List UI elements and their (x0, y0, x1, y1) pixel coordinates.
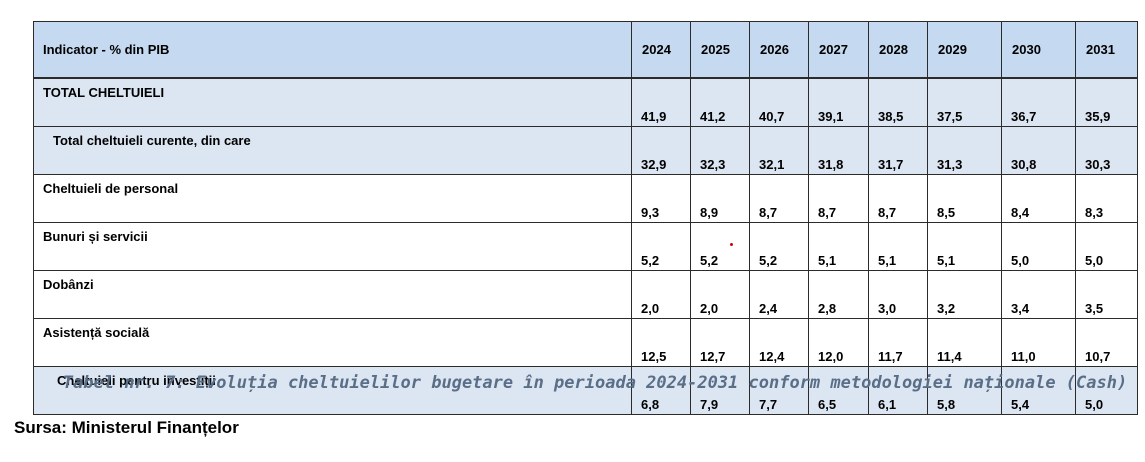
cell-value: 8,5 (927, 174, 1002, 223)
cell-value: 32,9 (631, 126, 691, 175)
row-label: Cheltuieli de personal (33, 174, 632, 223)
cell-value: 8,4 (1001, 174, 1076, 223)
cell-value: 10,7 (1075, 318, 1138, 367)
cell-value: 2,8 (808, 270, 869, 319)
cell-value: 6,1 (868, 366, 928, 415)
year-header: 2027 (808, 21, 869, 79)
cell-value: 31,7 (868, 126, 928, 175)
cell-value: 5,2 (700, 253, 719, 268)
cell-value: 9,3 (631, 174, 691, 223)
table-header-row: Indicator - % din PIB 2024 2025 2026 202… (33, 21, 1138, 79)
cell-value: 31,8 (808, 126, 869, 175)
cell-value: 5,1 (927, 222, 1002, 271)
cell-value: 31,3 (927, 126, 1002, 175)
cell-value: 8,7 (808, 174, 869, 223)
cell-value: 32,1 (749, 126, 809, 175)
indicator-header: Indicator - % din PIB (33, 21, 632, 79)
cell-value: 5,1 (868, 222, 928, 271)
cell-value: 11,7 (868, 318, 928, 367)
cell-value: 30,8 (1001, 126, 1076, 175)
cell-value-annotated: 5,2 (690, 222, 750, 271)
cell-value: 5,0 (1075, 222, 1138, 271)
cell-value: 3,0 (868, 270, 928, 319)
cell-value: 5,2 (749, 222, 809, 271)
cell-value: 8,3 (1075, 174, 1138, 223)
cell-value: 5,0 (1075, 366, 1138, 415)
year-header: 2031 (1075, 21, 1138, 79)
cropped-text-fragment (0, 0, 1145, 4)
cell-value: 8,9 (690, 174, 750, 223)
cell-value: 37,5 (927, 77, 1002, 127)
year-header: 2026 (749, 21, 809, 79)
row-label: Dobânzi (33, 270, 632, 319)
cell-value: 35,9 (1075, 77, 1138, 127)
table-caption: Tabel nr. 7: Evoluția cheltuielilor buge… (62, 373, 1128, 393)
table-row: Cheltuieli pentru investiții 6,8 7,9 7,7… (33, 366, 1138, 415)
row-label: Asistență socială (33, 318, 632, 367)
row-label: TOTAL CHELTUIELI (33, 77, 632, 127)
cell-value: 3,5 (1075, 270, 1138, 319)
cell-value: 5,8 (927, 366, 1002, 415)
cell-value: 5,4 (1001, 366, 1076, 415)
year-header: 2029 (927, 21, 1002, 79)
year-header: 2028 (868, 21, 928, 79)
cell-value: 8,7 (868, 174, 928, 223)
cell-value: 11,0 (1001, 318, 1076, 367)
year-header: 2025 (690, 21, 750, 79)
cell-value: 2,4 (749, 270, 809, 319)
cell-value: 11,4 (927, 318, 1002, 367)
table-row: Total cheltuieli curente, din care 32,9 … (33, 126, 1138, 175)
cell-value: 2,0 (631, 270, 691, 319)
cell-value: 12,7 (690, 318, 750, 367)
cell-value: 8,7 (749, 174, 809, 223)
cell-value: 38,5 (868, 77, 928, 127)
cell-value: 36,7 (1001, 77, 1076, 127)
row-label: Bunuri și servicii (33, 222, 632, 271)
year-header: 2024 (631, 21, 691, 79)
table-row: Bunuri și servicii 5,2 5,2 5,2 5,1 5,1 5… (33, 222, 1138, 271)
cell-value: 39,1 (808, 77, 869, 127)
table-row: Dobânzi 2,0 2,0 2,4 2,8 3,0 3,2 3,4 3,5 (33, 270, 1138, 319)
table-row: Cheltuieli de personal 9,3 8,9 8,7 8,7 8… (33, 174, 1138, 223)
cell-value: 3,4 (1001, 270, 1076, 319)
cell-value: 5,2 (631, 222, 691, 271)
cell-value: 40,7 (749, 77, 809, 127)
cell-value: 12,0 (808, 318, 869, 367)
cell-value: 2,0 (690, 270, 750, 319)
budget-expenditure-table: Indicator - % din PIB 2024 2025 2026 202… (33, 21, 1138, 415)
cell-value: 41,9 (631, 77, 691, 127)
year-header: 2030 (1001, 21, 1076, 79)
cell-value: 6,5 (808, 366, 869, 415)
cell-value: 7,9 (690, 366, 750, 415)
cell-value: 5,0 (1001, 222, 1076, 271)
cell-value: 3,2 (927, 270, 1002, 319)
red-annotation-dot (730, 243, 733, 246)
row-label: Cheltuieli pentru investiții (33, 366, 632, 415)
cell-value: 12,5 (631, 318, 691, 367)
cell-value: 12,4 (749, 318, 809, 367)
cell-value: 30,3 (1075, 126, 1138, 175)
row-label: Total cheltuieli curente, din care (33, 126, 632, 175)
cell-value: 5,1 (808, 222, 869, 271)
table-row: Asistență socială 12,5 12,7 12,4 12,0 11… (33, 318, 1138, 367)
source-note: Sursa: Ministerul Finanțelor (14, 418, 239, 437)
cell-value: 41,2 (690, 77, 750, 127)
cell-value: 32,3 (690, 126, 750, 175)
table-row: TOTAL CHELTUIELI 41,9 41,2 40,7 39,1 38,… (33, 77, 1138, 127)
